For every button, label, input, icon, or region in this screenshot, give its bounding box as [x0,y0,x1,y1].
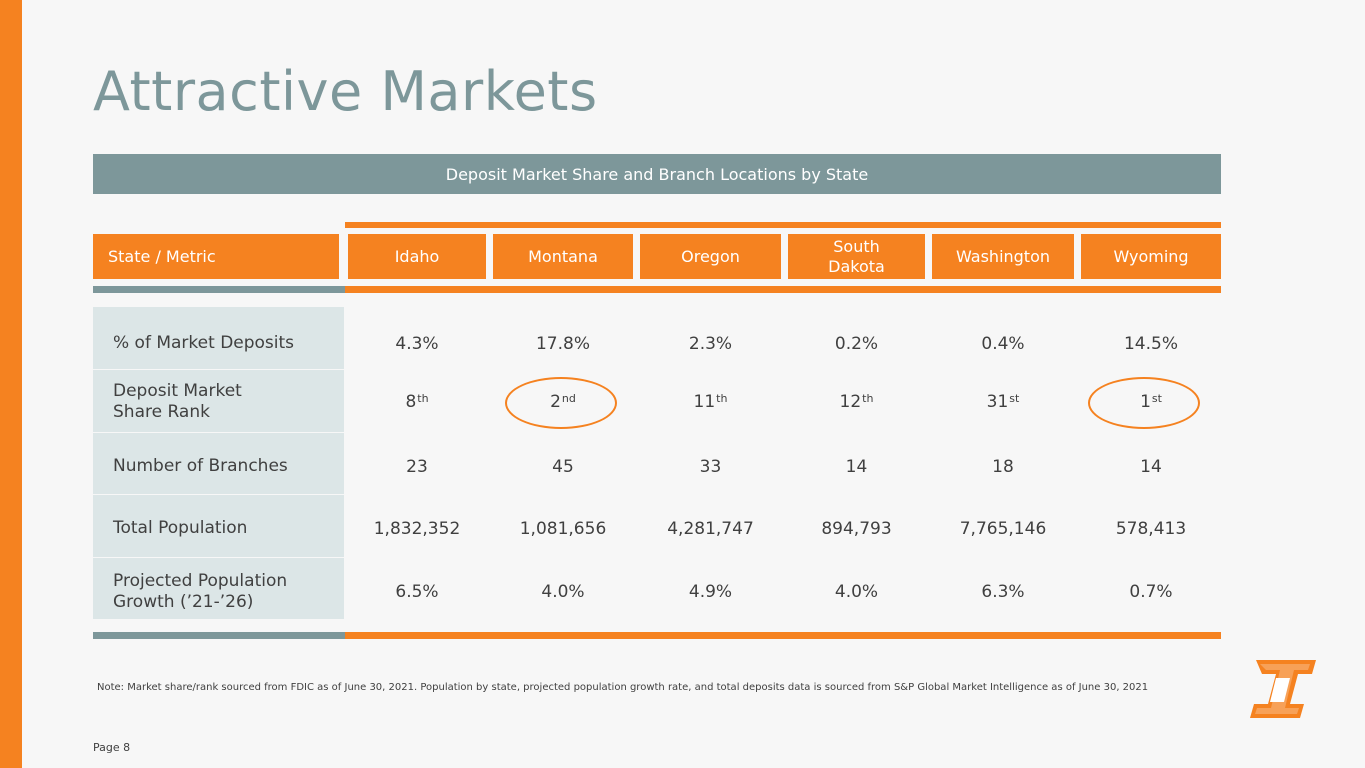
table-row: Number of Branches 23 45 33 14 18 14 [93,436,1221,498]
cell-idaho: 1,832,352 [373,519,461,539]
table-bottom-rule-orange [345,632,1221,639]
table-bottom-rule-gray [93,632,345,639]
header-bottom-rule-orange [345,286,1221,293]
cell-washington: 18 [992,457,1014,477]
cell-idaho: 23 [406,457,428,477]
cell-washington: 6.3% [981,582,1025,602]
cell-oregon: 4,281,747 [667,519,754,539]
cell-washington: 7,765,146 [959,519,1047,539]
cell-montana: 17.8% [535,334,590,354]
cell-wyoming: 14.5% [1123,334,1178,354]
highlight-circle-montana [505,377,617,429]
cell-idaho: 6.5% [395,582,439,602]
header-state-idaho: Idaho [348,234,486,279]
header-bottom-rule-gray [93,286,345,293]
header-state-oregon: Oregon [640,234,781,279]
highlight-circle-wyoming [1088,377,1200,429]
cell-south-dakota: 894,793 [821,519,892,539]
header-top-rule [345,222,1221,228]
cell-wyoming: 14 [1140,457,1162,477]
cell-south-dakota: 0.2% [834,334,879,354]
row-divider [93,494,344,495]
page-title: Attractive Markets [93,60,598,123]
cell-montana: 1,081,656 [519,519,607,539]
row-label: % of Market Deposits [113,333,295,354]
cell-washington: 0.4% [981,334,1025,354]
cell-oregon: 4.9% [688,582,733,602]
left-accent-bar [0,0,22,768]
cell-montana: 4.0% [541,582,585,602]
company-logo-icon [1250,660,1316,718]
footnote: Note: Market share/rank sourced from FDI… [97,682,1149,693]
cell-oregon: 33 [699,457,722,477]
cell-wyoming: 0.7% [1129,582,1173,602]
header-state-wyoming: Wyoming [1081,234,1221,279]
cell-oregon: 2.3% [688,334,733,354]
row-label: Deposit Market Share Rank [113,380,242,422]
table-row: Projected Population Growth (’21-’26) 6.… [93,561,1221,623]
cell-montana: 45 [552,457,574,477]
cell-idaho: 4.3% [395,334,439,354]
row-divider [93,369,344,370]
header-state-montana: Montana [493,234,633,279]
table-row: % of Market Deposits 4.3% 17.8% 2.3% 0.2… [93,313,1221,375]
metric-column-background [93,307,344,619]
row-label: Total Population [113,518,248,539]
header-state-south-dakota: South Dakota [788,234,925,279]
cell-south-dakota: 14 [845,457,868,477]
header-metric-label: State / Metric [93,234,339,279]
row-label: Number of Branches [113,456,288,477]
cell-wyoming: 578,413 [1115,519,1187,539]
row-label: Projected Population Growth (’21-’26) [113,570,288,612]
page-number: Page 8 [93,741,131,754]
row-divider [93,432,344,433]
header-state-washington: Washington [932,234,1074,279]
table-row: Total Population 1,832,352 1,081,656 4,2… [93,498,1221,560]
table-title: Deposit Market Share and Branch Location… [93,154,1221,194]
row-divider [93,557,344,558]
cell-south-dakota: 4.0% [834,582,879,602]
